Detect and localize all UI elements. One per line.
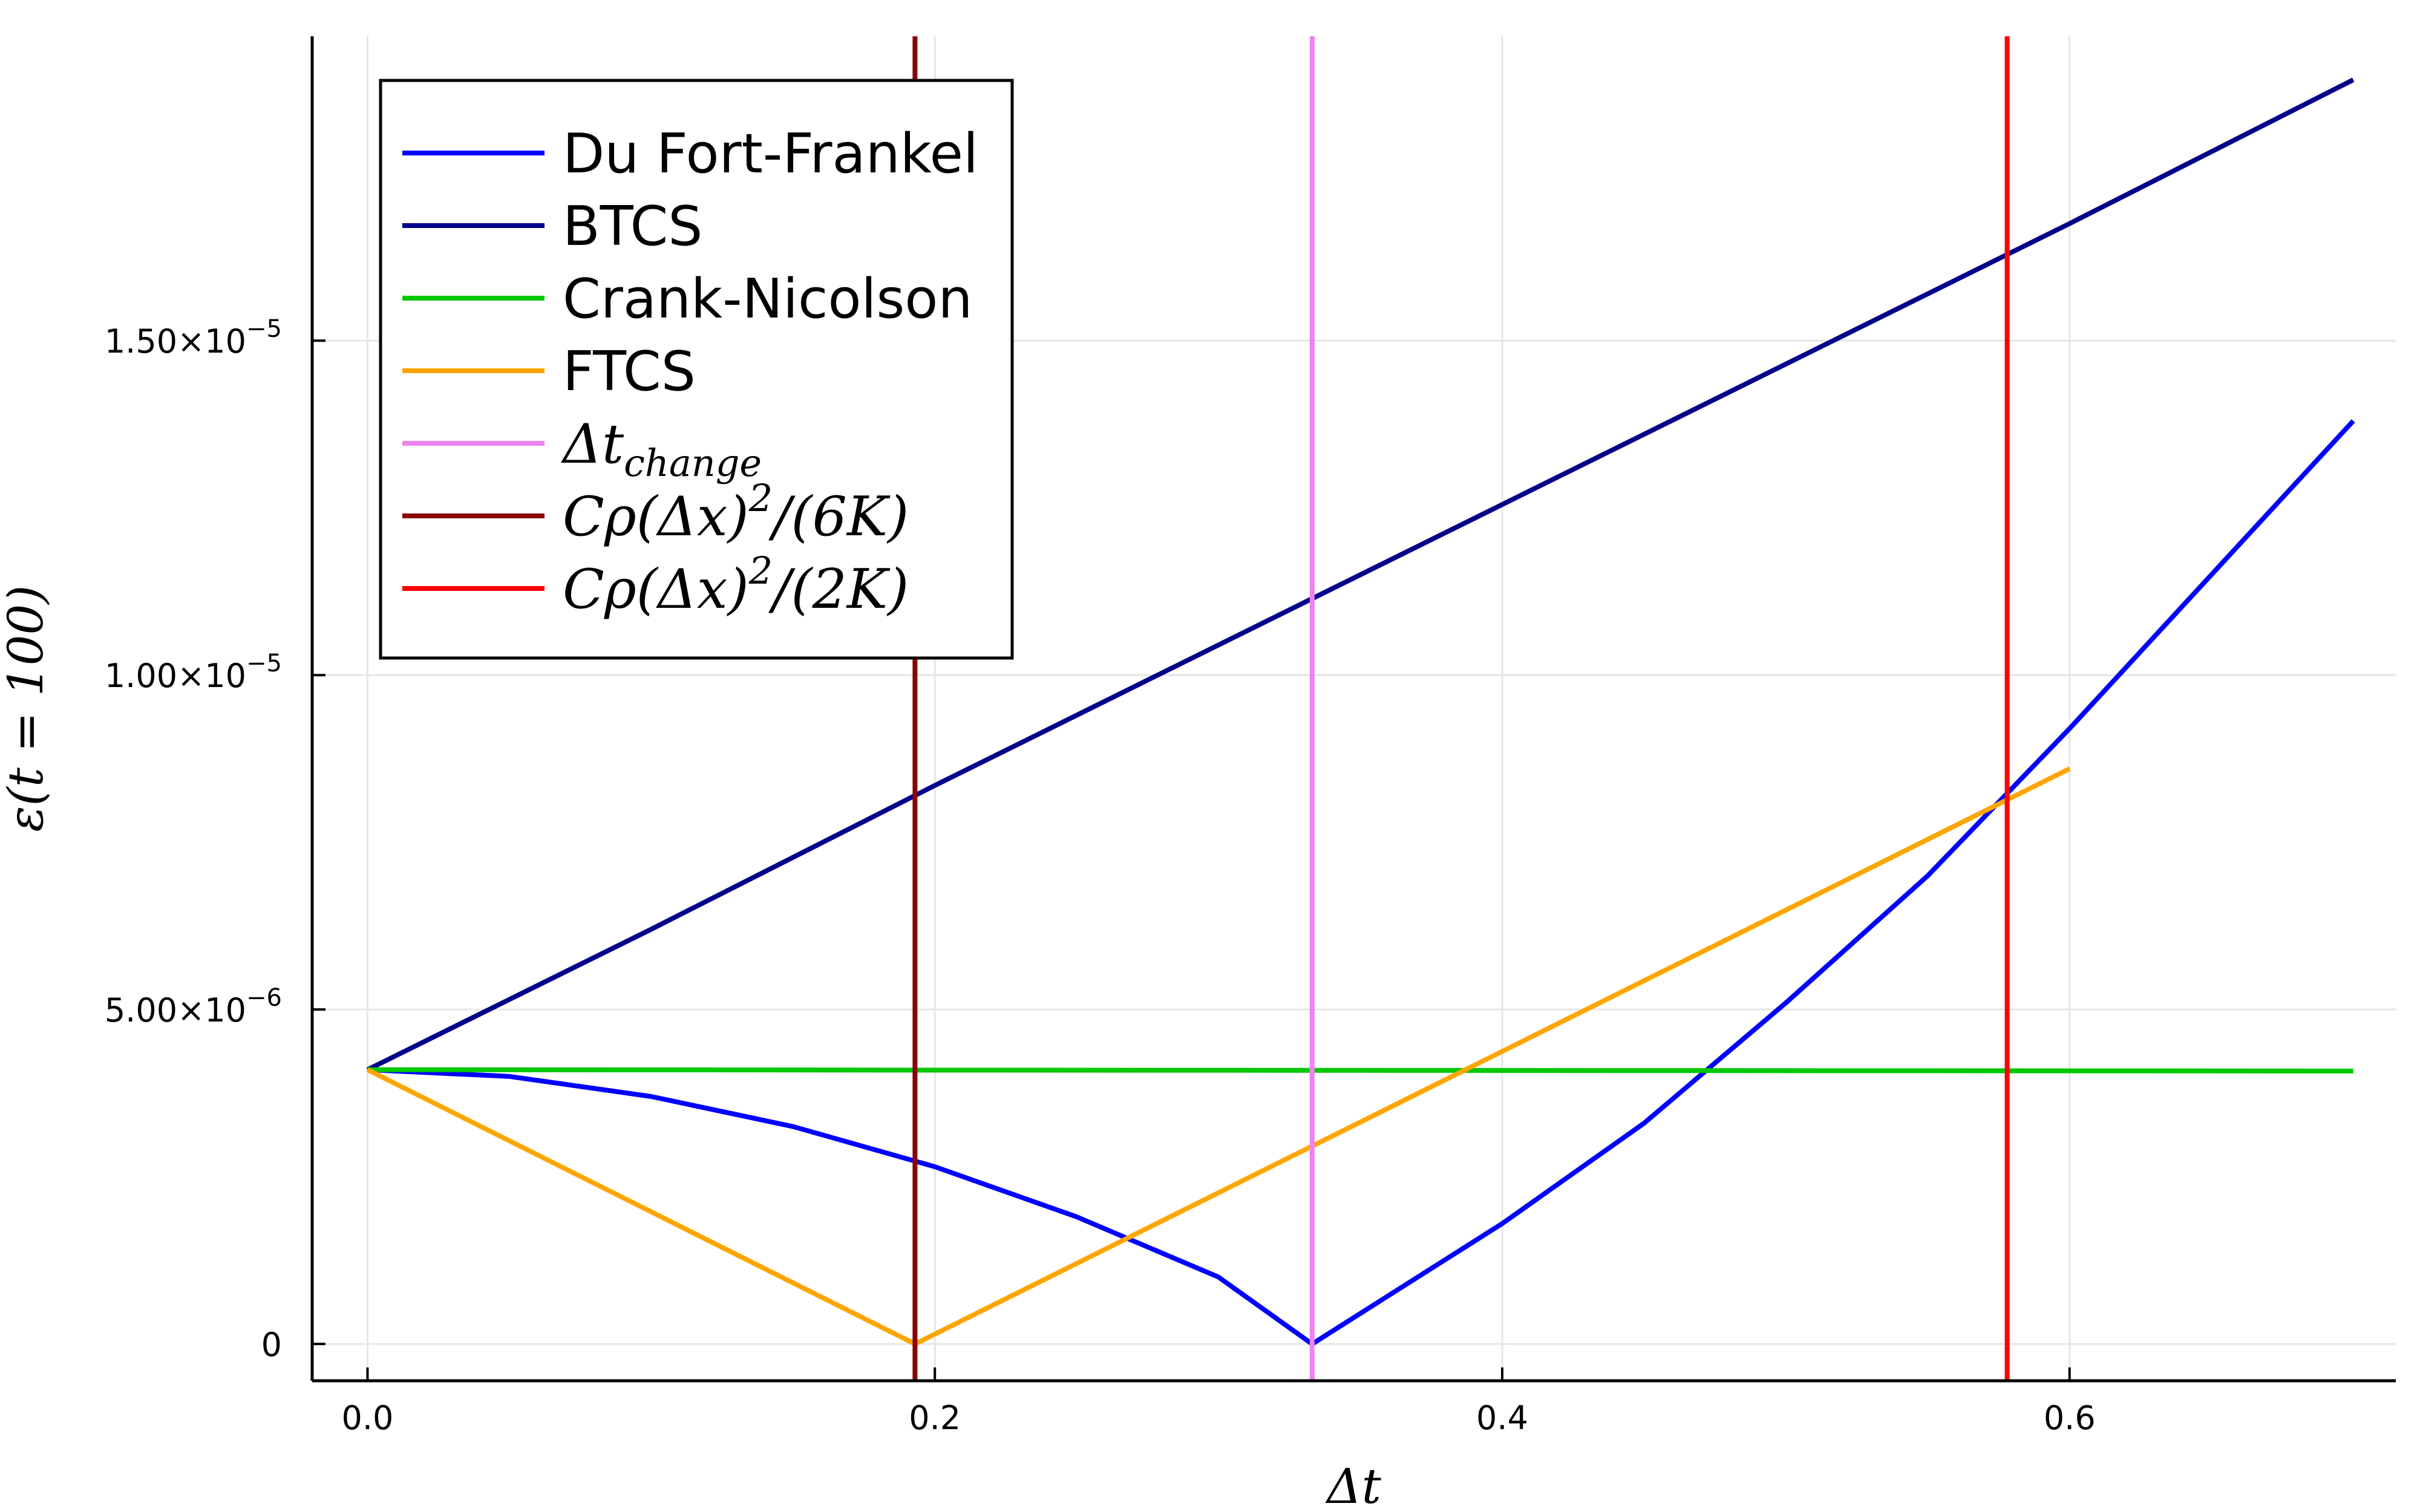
legend-entry-label: Δtchange (561, 412, 762, 485)
x-tick-label: 0.4 (1476, 1399, 1528, 1437)
legend-entry-name: FTCS (563, 340, 696, 403)
legend-entry-label: Cρ(Δx)2/(2K) (563, 549, 909, 621)
series-layer (366, 36, 2355, 1381)
x-axis-label: Δt (1325, 1458, 1382, 1512)
y-tick-label-base: 0 (261, 1326, 282, 1364)
legend-entry-name: Du Fort-Frankel (563, 122, 978, 186)
y-tick-label-exponent: −5 (246, 650, 282, 677)
y-tick-label-base: 5.00×10 (105, 991, 246, 1029)
legend-entry-superscript: 2 (748, 549, 773, 593)
x-tick-label: 0.2 (909, 1399, 961, 1437)
legend-entry-suffix: /(6K) (768, 485, 909, 549)
y-tick-label-exponent: −6 (246, 984, 282, 1012)
legend-entry-label: FTCS (563, 340, 696, 403)
y-tick-label: 1.50×10−5 (105, 315, 282, 360)
legend-entry-label: BTCS (563, 195, 702, 258)
legend-entry-subscript: change (624, 441, 762, 485)
legend-entry-label: Du Fort-Frankel (563, 122, 978, 186)
line-series-2 (367, 1067, 2353, 1074)
y-tick-label-base: 1.50×10 (105, 322, 246, 360)
legend-entry-superscript: 2 (748, 476, 773, 520)
legend-entry-name: Δt (561, 412, 624, 476)
y-tick-label-base: 1.00×10 (105, 657, 246, 695)
y-tick-label: 5.00×10−6 (105, 984, 282, 1029)
x-tick-label: 0.6 (2044, 1399, 2096, 1437)
legend-entry-label: Crank-Nicolson (563, 267, 973, 331)
legend-entry-name: Crank-Nicolson (563, 267, 973, 331)
legend-entry-name: BTCS (563, 195, 702, 258)
legend: Du Fort-Frankel BTCS Crank-Nicolson FTCS Δtc… (379, 79, 1014, 660)
legend-entry-suffix: /(2K) (768, 558, 909, 621)
x-tick-label: 0.0 (341, 1399, 393, 1437)
legend-entry-name: Cρ(Δx) (563, 485, 749, 549)
y-tick-label-exponent: −5 (246, 315, 282, 343)
axes: 0.0 0.2 0.4 0.605.00×10−61.00×10−51.50×10−5 (105, 36, 2396, 1437)
y-tick-label: 1.00×10−5 (105, 650, 282, 695)
legend-entry-label: Cρ(Δx)2/(6K) (563, 476, 909, 549)
legend-entry-name: Cρ(Δx) (563, 558, 749, 621)
y-tick-label: 0 (261, 1326, 282, 1364)
y-axis-label: ε(t = 100) (0, 585, 54, 832)
line-series-1 (366, 77, 2355, 1072)
